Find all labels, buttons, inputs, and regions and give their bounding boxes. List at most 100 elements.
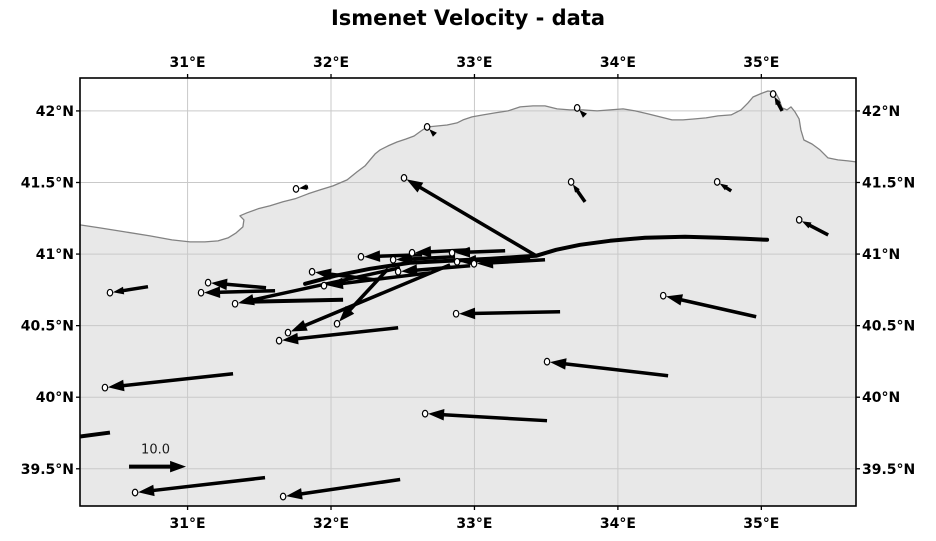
x-tick-label-bottom: 34°E xyxy=(600,516,636,532)
uncertainty-ellipse xyxy=(279,492,287,501)
uncertainty-ellipse xyxy=(292,185,300,193)
uncertainty-ellipse xyxy=(204,278,212,287)
tick-marks xyxy=(76,74,860,510)
vector-shaft xyxy=(375,253,423,259)
vector-shaft xyxy=(806,222,829,237)
uncertainty-ellipse xyxy=(197,288,205,297)
vector-arrowhead xyxy=(112,286,125,295)
velocity-vector xyxy=(769,90,784,112)
scale-arrow xyxy=(129,460,186,473)
vector-arrowhead xyxy=(339,305,355,322)
y-tick-label-right: 42°N xyxy=(862,104,900,120)
vector-arrowhead xyxy=(290,320,308,332)
x-tick-label-top: 35°E xyxy=(743,55,779,71)
x-tick-label-bottom: 31°E xyxy=(170,516,206,532)
vector-arrowhead xyxy=(774,96,781,106)
uncertainty-ellipse xyxy=(448,248,456,257)
vector-arrowhead xyxy=(107,379,125,392)
vector-shaft xyxy=(415,183,538,258)
uncertainty-ellipse xyxy=(308,267,316,276)
uncertainty-ellipse xyxy=(421,409,429,418)
x-tick-label-top: 33°E xyxy=(456,55,492,71)
vector-arrowhead xyxy=(327,277,344,290)
x-tick-label-bottom: 33°E xyxy=(456,516,492,532)
velocity-vector xyxy=(795,215,829,237)
vector-arrowhead xyxy=(204,286,221,298)
vector-shaft xyxy=(412,264,471,273)
velocity-vector xyxy=(543,357,669,378)
vector-arrowhead xyxy=(666,294,683,306)
vector-arrowhead xyxy=(429,129,437,137)
vector-shaft xyxy=(300,263,451,329)
plot-inner: 10.0 xyxy=(80,78,856,506)
vector-arrowhead xyxy=(579,110,587,118)
vector-shaft xyxy=(465,249,506,255)
uncertainty-ellipse xyxy=(320,281,328,290)
x-tick-label-bottom: 35°E xyxy=(743,516,779,532)
y-tick-label-right: 41.5°N xyxy=(862,175,915,191)
velocity-vector xyxy=(131,475,266,497)
uncertainty-ellipse xyxy=(452,309,460,318)
vector-arrowhead xyxy=(170,460,186,473)
uncertainty-ellipse xyxy=(573,104,581,112)
vector-arrowhead xyxy=(572,184,580,193)
clipped-vector-segment xyxy=(249,297,344,304)
uncertainty-ellipse xyxy=(275,336,283,345)
vector-shaft xyxy=(488,258,546,265)
y-tick-label-right: 40.5°N xyxy=(862,319,915,335)
velocity-vector xyxy=(389,253,456,265)
uncertainty-ellipse xyxy=(231,299,239,308)
y-tick-label-left: 41.5°N xyxy=(21,175,74,191)
vector-arrowhead xyxy=(550,358,567,370)
uncertainty-ellipse xyxy=(284,328,292,337)
vector-arrowhead xyxy=(138,484,155,497)
vector-shaft xyxy=(296,477,401,497)
velocity-vector xyxy=(713,178,733,193)
velocity-vector xyxy=(452,307,561,320)
vector-shaft xyxy=(120,284,149,293)
y-tick-label-left: 42°N xyxy=(36,104,74,120)
vector-arrowhead xyxy=(801,221,812,229)
vector-arrowhead xyxy=(477,257,494,269)
velocity-vector xyxy=(333,267,390,328)
vector-shaft xyxy=(574,187,587,203)
uncertainty-ellipse xyxy=(769,90,777,98)
y-tick-label-left: 39.5°N xyxy=(21,462,74,478)
vector-arrowhead xyxy=(455,246,471,258)
uncertainty-ellipse xyxy=(400,174,408,182)
velocity-vector xyxy=(421,409,548,423)
uncertainty-ellipse xyxy=(389,255,397,264)
uncertainty-ellipse xyxy=(357,252,365,261)
vector-shaft xyxy=(470,310,561,316)
land-polygon xyxy=(80,91,856,506)
uncertainty-ellipse xyxy=(543,357,551,366)
vector-shaft xyxy=(471,256,531,263)
vector-arrowhead xyxy=(406,179,424,193)
velocity-vector xyxy=(448,246,506,258)
uncertainty-ellipse xyxy=(333,319,341,328)
clipped-vector-segment xyxy=(80,430,111,439)
y-tick-label-left: 40°N xyxy=(36,390,74,406)
vector-arrowhead xyxy=(286,488,303,500)
y-tick-label-left: 40.5°N xyxy=(21,319,74,335)
vector-shaft xyxy=(345,267,390,315)
velocity-vector xyxy=(284,263,451,337)
velocity-vector xyxy=(567,178,587,203)
uncertainty-ellipse xyxy=(470,259,478,268)
velocity-vector xyxy=(400,174,538,258)
velocity-vector xyxy=(659,291,757,319)
velocity-vector xyxy=(292,184,309,193)
uncertainty-ellipse xyxy=(101,383,109,392)
velocity-vector xyxy=(573,104,587,118)
uncertainty-ellipse xyxy=(423,123,431,131)
uncertainty-ellipse xyxy=(394,267,402,276)
velocity-vector xyxy=(394,264,471,276)
y-tick-label-right: 41°N xyxy=(862,247,900,263)
vector-arrowhead xyxy=(415,246,432,258)
x-tick-label-top: 34°E xyxy=(600,55,636,71)
velocity-vector xyxy=(101,371,234,392)
plot-border xyxy=(79,77,857,507)
velocity-vector xyxy=(204,278,267,291)
chart-title: Ismenet Velocity - data xyxy=(330,6,606,30)
